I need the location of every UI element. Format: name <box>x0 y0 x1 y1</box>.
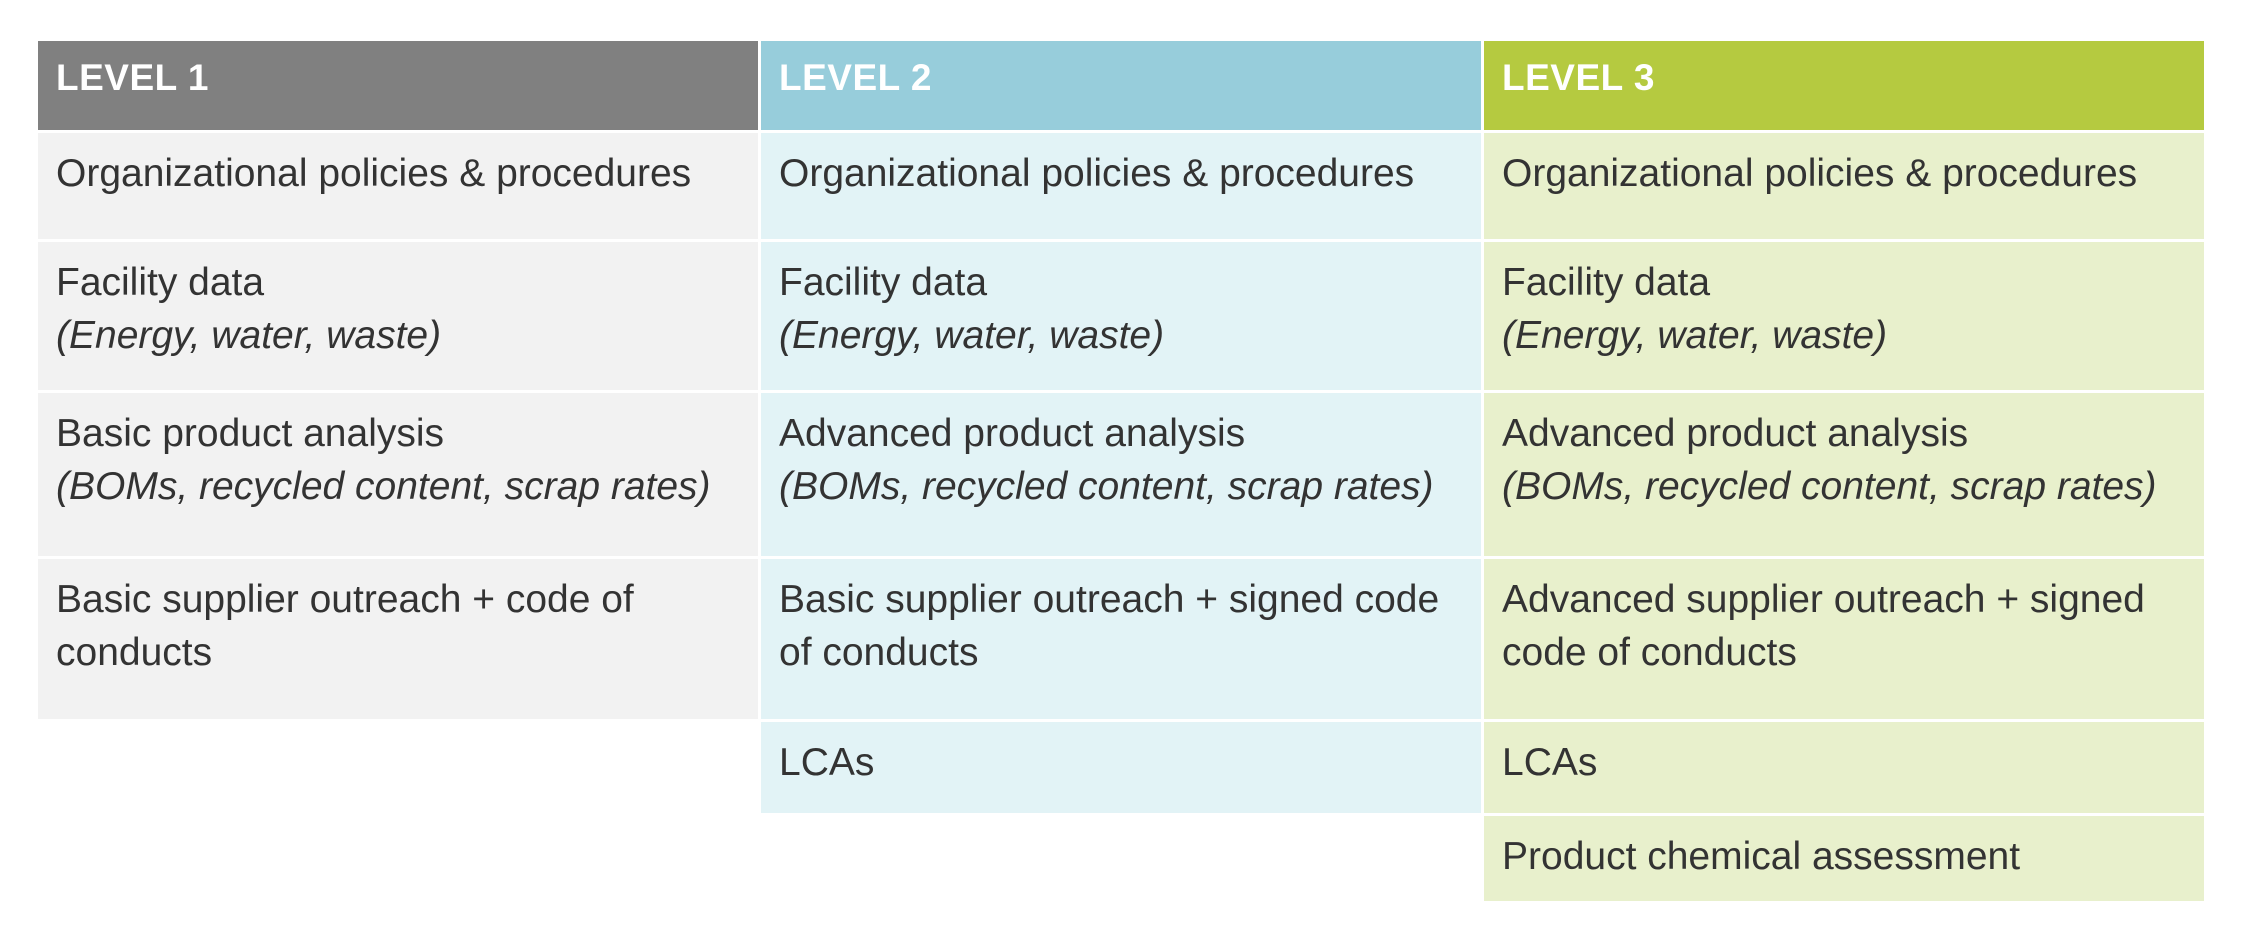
level-3-header: LEVEL 3 <box>1484 41 2204 130</box>
cell-sub-text: (Energy, water, waste) <box>1502 314 1888 357</box>
level-1-header: LEVEL 1 <box>38 41 758 130</box>
level-3-column: LEVEL 3 Organizational policies & proced… <box>1484 41 2204 901</box>
level-2-product-cell: Advanced product analysis (BOMs, recycle… <box>761 390 1481 556</box>
level-3-chemical-cell: Product chemical assessment <box>1484 813 2204 901</box>
cell-main-text: Basic product analysis <box>56 412 445 455</box>
level-2-lca-cell: LCAs <box>761 719 1481 813</box>
cell-main-text: Product chemical assessment <box>1502 835 2021 878</box>
level-3-facility-cell: Facility data (Energy, water, waste) <box>1484 239 2204 390</box>
cell-sub-text: (Energy, water, waste) <box>779 314 1165 357</box>
cell-sub-text: (BOMs, recycled content, scrap rates) <box>1502 465 2157 508</box>
cell-main-text: LCAs <box>1502 741 1598 784</box>
levels-table: LEVEL 1 Organizational policies & proced… <box>38 41 2204 901</box>
cell-main-text: LCAs <box>779 741 875 784</box>
level-1-product-cell: Basic product analysis (BOMs, recycled c… <box>38 390 758 556</box>
cell-main-text: Facility data <box>1502 261 1711 304</box>
level-3-lca-cell: LCAs <box>1484 719 2204 813</box>
level-1-facility-cell: Facility data (Energy, water, waste) <box>38 239 758 390</box>
cell-main-text: Facility data <box>779 261 988 304</box>
level-3-supplier-cell: Advanced supplier outreach + signed code… <box>1484 556 2204 719</box>
level-2-supplier-cell: Basic supplier outreach + signed code of… <box>761 556 1481 719</box>
level-2-column: LEVEL 2 Organizational policies & proced… <box>761 41 1481 813</box>
cell-main-text: Organizational policies & procedures <box>779 152 1415 195</box>
cell-sub-text: (BOMs, recycled content, scrap rates) <box>779 465 1434 508</box>
cell-main-text: Advanced supplier outreach + signed code… <box>1502 578 2145 674</box>
cell-main-text: Advanced product analysis <box>779 412 1246 455</box>
level-3-policies-cell: Organizational policies & procedures <box>1484 130 2204 239</box>
level-2-header: LEVEL 2 <box>761 41 1481 130</box>
level-2-policies-cell: Organizational policies & procedures <box>761 130 1481 239</box>
cell-main-text: Basic supplier outreach + signed code of… <box>779 578 1440 674</box>
level-2-facility-cell: Facility data (Energy, water, waste) <box>761 239 1481 390</box>
cell-sub-text: (Energy, water, waste) <box>56 314 442 357</box>
level-1-column: LEVEL 1 Organizational policies & proced… <box>38 41 758 719</box>
level-1-policies-cell: Organizational policies & procedures <box>38 130 758 239</box>
cell-main-text: Organizational policies & procedures <box>56 152 692 195</box>
cell-main-text: Advanced product analysis <box>1502 412 1969 455</box>
level-3-product-cell: Advanced product analysis (BOMs, recycle… <box>1484 390 2204 556</box>
cell-main-text: Organizational policies & procedures <box>1502 152 2138 195</box>
cell-main-text: Facility data <box>56 261 265 304</box>
cell-sub-text: (BOMs, recycled content, scrap rates) <box>56 465 711 508</box>
level-1-supplier-cell: Basic supplier outreach + code of conduc… <box>38 556 758 719</box>
cell-main-text: Basic supplier outreach + code of conduc… <box>56 578 634 674</box>
